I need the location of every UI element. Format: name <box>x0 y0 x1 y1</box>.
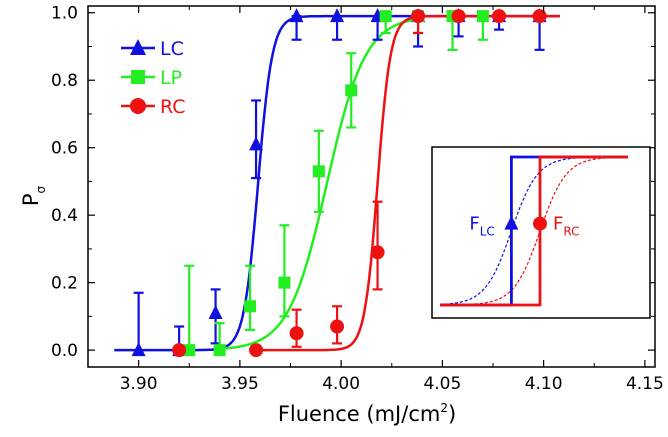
inset-label-rc: FRC <box>553 214 579 239</box>
point-rc <box>289 326 304 341</box>
y-tick-label: 0.2 <box>51 274 78 294</box>
inset-label-lc-main: F <box>469 214 479 235</box>
inset-label-rc-sub: RC <box>563 225 579 239</box>
point-lp <box>476 10 489 23</box>
point-lc <box>208 305 223 320</box>
legend: LC LP RC <box>121 38 186 118</box>
y-tick-label: 0.8 <box>51 71 78 91</box>
data-markers <box>131 8 547 358</box>
axis-titles: Fluence (mJ/cm2) Pσ <box>19 185 456 426</box>
legend-label-lc: LC <box>160 38 184 60</box>
inset-label-lc: FLC <box>469 214 494 239</box>
x-tick-label: 4.10 <box>525 374 563 394</box>
x-tick-label: 4.00 <box>322 374 360 394</box>
point-lc <box>289 8 304 23</box>
x-axis-title: Fluence (mJ/cm2) <box>278 401 456 426</box>
point-lp <box>345 84 358 97</box>
point-lc <box>131 342 146 357</box>
y-tick-label: 0.6 <box>51 139 78 159</box>
axis-ticks: 3.90 3.95 4.00 4.05 4.10 4.15 0.0 0.2 0.4 0.6 0.8 1… <box>51 4 664 394</box>
point-lp <box>213 344 226 357</box>
plot-border <box>87 5 656 368</box>
x-tick-label: 3.95 <box>221 374 259 394</box>
x-tick-label: 4.05 <box>423 374 461 394</box>
legend-marker-lp <box>131 70 145 84</box>
inset-label-lc-sub: LC <box>480 225 495 239</box>
point-rc <box>451 9 466 24</box>
legend-label-lp: LP <box>160 67 182 89</box>
y-tick-label: 1.0 <box>51 4 78 24</box>
point-lc <box>249 136 264 151</box>
legend-marker-lc <box>130 39 146 55</box>
y-axis-title-main: P <box>19 193 43 206</box>
plot-frame <box>87 5 656 368</box>
point-rc <box>411 9 426 24</box>
inset-label-rc-main: F <box>553 214 563 235</box>
inset-dashed-curve-lc <box>439 156 628 305</box>
point-lp <box>183 344 196 357</box>
x-axis-title-sup: 2 <box>440 401 448 415</box>
fit-curve-rc <box>256 14 560 352</box>
legend-marker-rc <box>130 98 146 114</box>
inset-marker-lc <box>504 215 519 230</box>
point-rc <box>330 319 345 334</box>
point-lc <box>330 8 345 23</box>
point-rc <box>492 9 507 24</box>
y-axis-title: Pσ <box>19 185 48 206</box>
inset-step-rc <box>440 155 628 307</box>
x-tick-label: 4.15 <box>626 374 664 394</box>
point-lp <box>379 10 392 23</box>
legend-label-rc: RC <box>160 96 186 118</box>
point-rc <box>172 343 187 358</box>
point-lp <box>244 300 256 313</box>
point-lp <box>312 165 325 178</box>
point-rc <box>370 245 385 260</box>
y-tick-label: 0.0 <box>51 341 78 361</box>
x-axis-title-tail: ) <box>448 402 456 426</box>
x-axis-title-main: Fluence (mJ/cm <box>278 402 441 426</box>
x-tick-label: 3.90 <box>120 374 158 394</box>
point-rc <box>249 343 264 358</box>
point-rc <box>532 9 547 24</box>
y-tick-label: 0.4 <box>51 206 78 226</box>
point-lp <box>278 276 291 289</box>
inset-marker-rc <box>533 216 547 231</box>
inset-panel: FLC FRC <box>431 146 651 319</box>
y-axis-title-sub: σ <box>34 185 48 193</box>
